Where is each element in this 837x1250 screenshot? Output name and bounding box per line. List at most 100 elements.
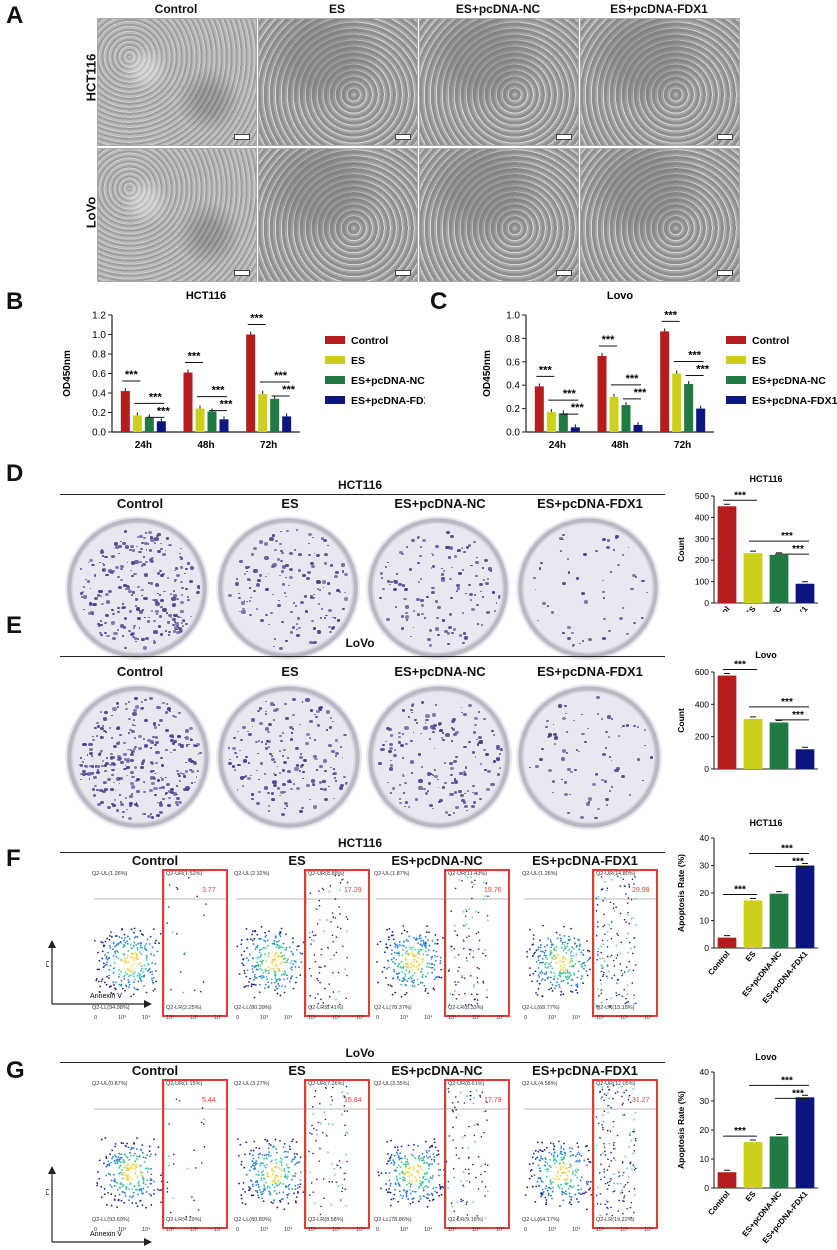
event-dot bbox=[463, 977, 466, 980]
event-dot bbox=[193, 1199, 195, 1202]
chart-title: Lovo bbox=[755, 1052, 777, 1062]
event-dot bbox=[275, 1148, 277, 1150]
event-dot bbox=[427, 1186, 429, 1188]
event-dot bbox=[390, 1198, 393, 1201]
colony-dot bbox=[492, 734, 496, 737]
legend-swatch bbox=[325, 356, 345, 364]
event-dot bbox=[130, 974, 132, 976]
bar bbox=[795, 749, 815, 769]
event-dot bbox=[104, 954, 106, 956]
y-tick-label: 200 bbox=[695, 555, 709, 565]
colony-dot bbox=[650, 756, 654, 759]
event-dot bbox=[142, 1156, 145, 1159]
event-dot bbox=[426, 962, 429, 964]
colony-dot bbox=[236, 789, 239, 791]
colony-dot bbox=[143, 596, 148, 601]
colony-dot bbox=[85, 772, 89, 776]
colony-dot bbox=[257, 752, 260, 755]
colony-dot bbox=[190, 738, 193, 741]
event-dot bbox=[456, 1217, 459, 1220]
event-dot bbox=[606, 930, 609, 933]
event-dot bbox=[271, 1168, 273, 1170]
colony-dot bbox=[131, 549, 136, 552]
event-dot bbox=[626, 993, 629, 996]
quadrant-lr: Q2-LR(8.58%) bbox=[308, 1217, 344, 1223]
event-dot bbox=[267, 972, 270, 974]
event-dot bbox=[137, 1180, 140, 1183]
event-dot bbox=[251, 957, 254, 960]
event-dot bbox=[478, 939, 481, 942]
event-dot bbox=[431, 940, 434, 942]
event-dot bbox=[599, 1137, 602, 1140]
event-dot bbox=[106, 961, 108, 964]
colony-dot bbox=[111, 773, 115, 777]
colony-dot bbox=[232, 736, 236, 740]
event-dot bbox=[414, 938, 417, 941]
event-dot bbox=[270, 982, 273, 984]
event-dot bbox=[622, 878, 625, 881]
event-dot bbox=[389, 1184, 392, 1187]
colony-dot bbox=[450, 767, 455, 771]
event-dot bbox=[420, 940, 423, 942]
colony-dot bbox=[94, 726, 97, 729]
event-dot bbox=[415, 937, 418, 940]
colony-dot bbox=[324, 553, 328, 556]
event-dot bbox=[279, 1139, 281, 1142]
colony-dot bbox=[409, 708, 413, 711]
event-dot bbox=[571, 1186, 574, 1189]
apoptosis-total: 5.44 bbox=[202, 1097, 216, 1104]
event-dot bbox=[425, 1155, 428, 1157]
event-dot bbox=[412, 1165, 415, 1168]
event-dot bbox=[145, 959, 148, 961]
event-dot bbox=[121, 1177, 124, 1180]
event-dot bbox=[277, 978, 280, 981]
event-dot bbox=[95, 978, 98, 980]
event-dot bbox=[114, 952, 117, 955]
event-dot bbox=[140, 953, 143, 956]
colony-dot bbox=[146, 619, 151, 623]
event-dot bbox=[133, 1152, 136, 1155]
event-dot bbox=[135, 1158, 138, 1161]
event-dot bbox=[464, 915, 467, 918]
event-dot bbox=[400, 1145, 403, 1148]
event-dot bbox=[202, 1123, 205, 1125]
event-dot bbox=[624, 1184, 627, 1186]
event-dot bbox=[112, 981, 115, 984]
event-dot bbox=[128, 968, 131, 971]
event-dot bbox=[293, 960, 296, 962]
colony-dot bbox=[292, 728, 295, 730]
colony-dot bbox=[161, 575, 163, 577]
event-dot bbox=[455, 1147, 457, 1149]
event-dot bbox=[393, 968, 395, 971]
event-dot bbox=[312, 1106, 314, 1108]
colony-dot bbox=[438, 798, 444, 803]
event-dot bbox=[97, 1171, 99, 1173]
colony-dot bbox=[452, 627, 457, 631]
event-dot bbox=[477, 1155, 480, 1158]
colony-dot bbox=[312, 593, 315, 596]
event-dot bbox=[294, 966, 297, 968]
event-dot bbox=[410, 966, 413, 969]
colony-dot bbox=[173, 613, 178, 618]
event-dot bbox=[412, 961, 415, 964]
colony-dot bbox=[246, 578, 251, 582]
colony-dot bbox=[288, 584, 291, 587]
event-dot bbox=[621, 1095, 623, 1098]
event-dot bbox=[476, 1123, 479, 1125]
colony-dot bbox=[412, 626, 415, 628]
colony-dot bbox=[566, 558, 569, 560]
event-dot bbox=[578, 1160, 580, 1163]
colony-dot bbox=[462, 632, 466, 635]
event-dot bbox=[282, 1183, 285, 1185]
event-dot bbox=[408, 1164, 411, 1167]
event-dot bbox=[257, 1196, 260, 1199]
event-dot bbox=[252, 1194, 255, 1197]
colony-dot bbox=[541, 748, 544, 751]
colony-dot bbox=[460, 546, 463, 549]
colony-dot bbox=[328, 608, 333, 612]
event-dot bbox=[633, 1118, 635, 1121]
event-dot bbox=[331, 1162, 334, 1165]
colony-dot bbox=[80, 592, 84, 595]
event-dot bbox=[452, 1139, 454, 1141]
event-dot bbox=[418, 1200, 420, 1203]
